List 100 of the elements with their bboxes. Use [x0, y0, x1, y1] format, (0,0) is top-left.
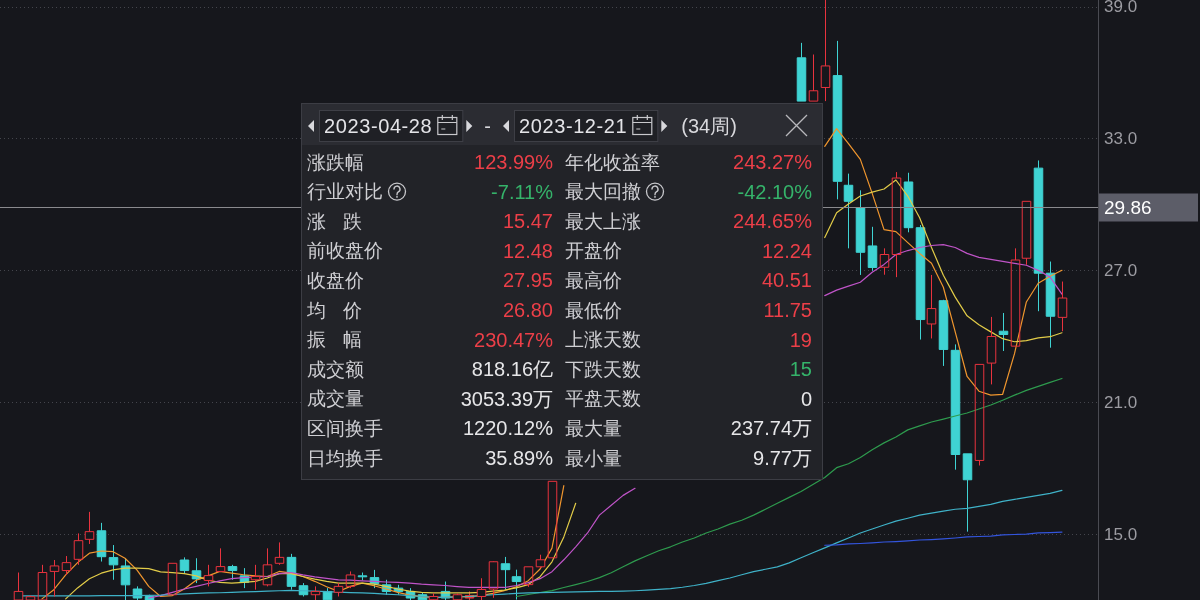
- candlestick: [108, 544, 119, 581]
- text: 27.95: [502, 269, 553, 292]
- category-label: 成交量: [307, 388, 364, 410]
- category-label: 涨 跌: [307, 210, 363, 232]
- ref-line-label: 29.86: [1104, 197, 1152, 218]
- category-label: 日均换手: [307, 447, 383, 469]
- category-label: 最大上涨: [565, 210, 641, 232]
- text: 237.74万: [730, 417, 812, 440]
- text: 35.89%: [485, 447, 553, 469]
- category-label: 成交额: [307, 358, 364, 380]
- candlestick: [926, 274, 937, 339]
- candlestick: [1045, 261, 1056, 349]
- candlestick: [179, 556, 190, 574]
- candlestick: [796, 42, 807, 102]
- category-label: 最小量: [565, 447, 622, 469]
- candlestick: [1010, 247, 1021, 347]
- category-label: 区间换手: [307, 417, 383, 439]
- text: 123.99%: [474, 151, 553, 173]
- y-tick-label: 33.0: [1104, 128, 1138, 148]
- candlestick: [855, 189, 866, 276]
- category-label: 振 幅: [307, 329, 363, 351]
- y-tick-label: 27.0: [1104, 260, 1138, 280]
- candlestick: [227, 564, 238, 581]
- candlestick: [84, 511, 95, 545]
- candlestick: [891, 171, 902, 278]
- text: 9.77万: [753, 447, 812, 469]
- candlestick: [962, 453, 973, 533]
- candlestick: [488, 560, 499, 599]
- annotation: 2023-04-28: [324, 115, 433, 137]
- category-label: 最低价: [565, 299, 622, 321]
- category-label: 涨跌幅: [307, 151, 364, 173]
- text: 26.80: [502, 299, 553, 321]
- candlestick: [843, 173, 854, 249]
- candlestick: [867, 226, 878, 272]
- candlestick: [37, 564, 48, 600]
- text: 0: [800, 387, 812, 410]
- text: 15: [789, 358, 812, 381]
- category-label: 均 价: [306, 299, 363, 321]
- candlestick: [25, 595, 36, 600]
- text: 243.27%: [733, 151, 812, 173]
- candlestick: [310, 585, 321, 600]
- category-label: 下跌天数: [565, 358, 641, 380]
- candlestick: [345, 570, 356, 589]
- category-label: 收盘价: [307, 269, 364, 291]
- y-tick-label: 15.0: [1104, 524, 1138, 544]
- y-tick-label: 21.0: [1104, 392, 1138, 412]
- candlestick: [535, 554, 546, 569]
- candlestick: [523, 566, 534, 588]
- text: 3053.39万: [460, 387, 553, 410]
- text: 11.75: [763, 299, 812, 321]
- category-label: 上涨天数: [565, 329, 641, 351]
- candlestick: [998, 312, 1009, 352]
- candlestick: [986, 316, 997, 385]
- candlestick: [808, 54, 819, 102]
- category-label: 行业对比: [307, 181, 383, 203]
- text: 230.47%: [474, 328, 553, 351]
- candlestick: [476, 577, 487, 600]
- candlestick: [262, 547, 273, 587]
- category-label: 最大回撤: [565, 181, 641, 203]
- candlestick: [203, 564, 214, 587]
- candlestick: [61, 555, 72, 576]
- candlestick: [167, 562, 178, 596]
- candlestick: [428, 592, 439, 600]
- candlestick: [333, 582, 344, 597]
- candlestick: [500, 556, 511, 591]
- text: 40.51: [761, 269, 812, 292]
- category-label: 平盘天数: [565, 388, 641, 410]
- text: 1220.12%: [462, 417, 553, 440]
- candlestick: [938, 299, 949, 367]
- text: 12.48: [502, 239, 553, 262]
- candlestick: [452, 592, 463, 600]
- candlestick: [915, 224, 926, 341]
- candlestick: [250, 564, 261, 591]
- candlestick: [120, 557, 131, 600]
- category-label: 最高价: [565, 269, 622, 291]
- text: -7.11%: [491, 180, 553, 203]
- category-label: 开盘价: [565, 240, 622, 262]
- line-series: [824, 531, 1063, 546]
- candlestick: [73, 532, 84, 566]
- candlestick: [950, 343, 961, 471]
- candlestick: [96, 522, 107, 563]
- text: 12.24: [761, 239, 812, 262]
- candlestick: [13, 572, 24, 600]
- text: 244.65%: [733, 210, 812, 233]
- text: 15.47: [502, 210, 553, 233]
- category-label: 年化收益率: [565, 151, 660, 173]
- text: -42.10%: [737, 180, 812, 203]
- candlestick: [547, 480, 558, 559]
- text: 19: [789, 328, 812, 351]
- annotation: (34周): [681, 115, 737, 137]
- candlestick: [357, 572, 368, 581]
- candlestick: [879, 247, 890, 276]
- candlestick: [820, 0, 831, 102]
- candlestick: [1033, 159, 1044, 312]
- candlestick: [274, 541, 285, 566]
- candlestick: [49, 559, 60, 597]
- candlestick: [1057, 281, 1068, 332]
- candlestick: [1021, 200, 1032, 266]
- category-label: 前收盘价: [307, 240, 383, 262]
- candlestick: [903, 172, 914, 233]
